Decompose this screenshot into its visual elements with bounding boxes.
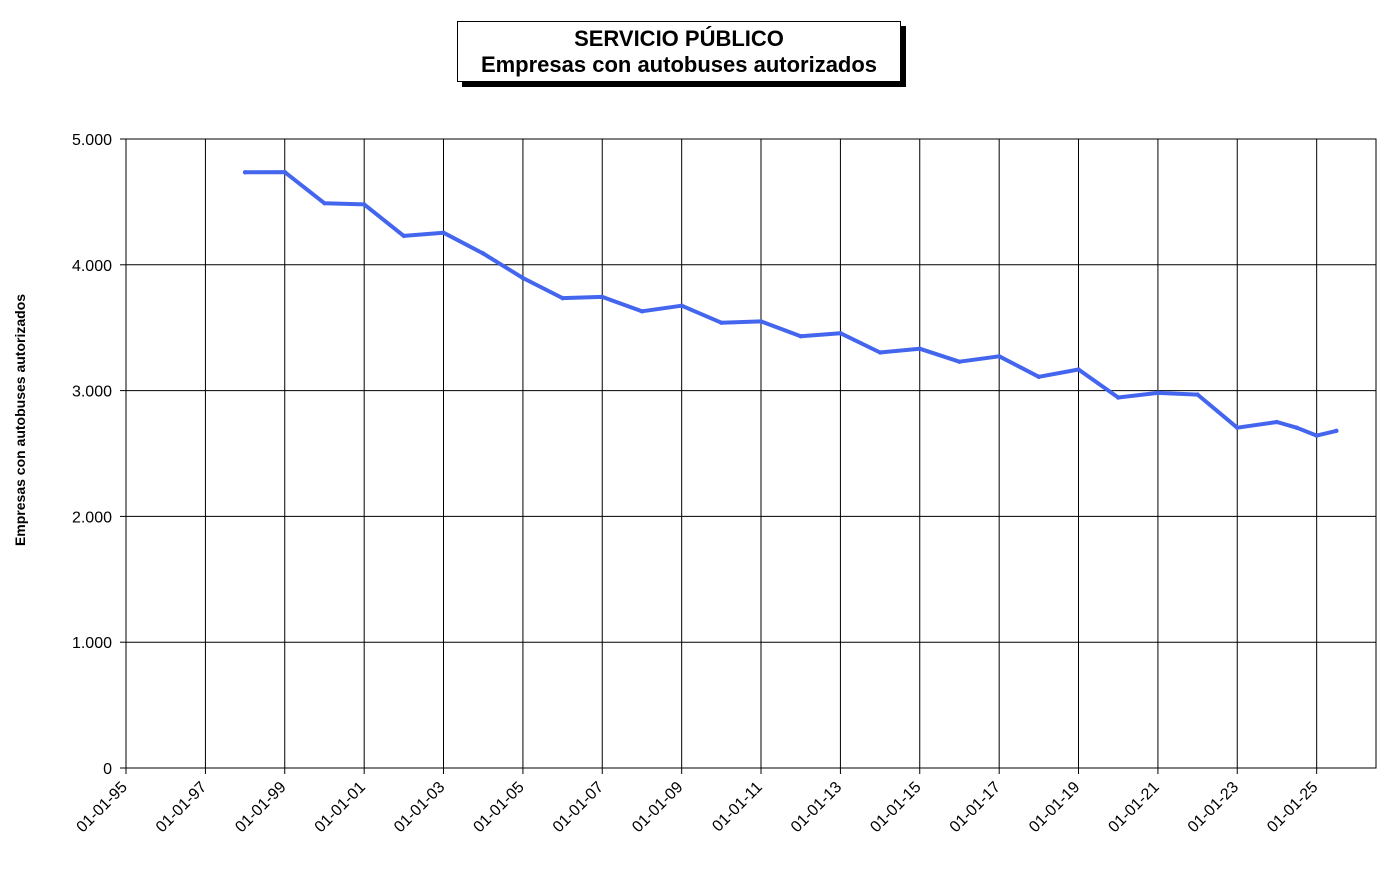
series-line — [243, 170, 1339, 438]
data-point — [957, 359, 962, 364]
x-tick-label: 01-01-05 — [470, 779, 527, 836]
data-point — [322, 200, 327, 206]
data-point — [441, 230, 446, 235]
data-point — [1294, 425, 1299, 430]
y-tick-label: 2.000 — [72, 509, 112, 526]
x-tick-label: 01-01-17 — [947, 779, 1004, 836]
data-point — [1195, 392, 1200, 397]
chart-subtitle: Empresas con autobuses autorizados — [480, 52, 878, 77]
data-point — [1076, 367, 1081, 372]
data-point — [600, 294, 605, 300]
x-tick-label: 01-01-23 — [1185, 779, 1242, 836]
data-point — [1036, 374, 1042, 379]
y-tick-labels: 0 1.000 2.000 3.000 4.000 5.000 — [72, 132, 112, 778]
data-point — [917, 346, 922, 351]
data-point — [679, 303, 684, 308]
data-point — [719, 320, 724, 325]
data-point — [996, 354, 1002, 359]
data-point — [560, 295, 565, 301]
y-tick-label: 5.000 — [72, 132, 112, 149]
y-tick-label: 1.000 — [72, 635, 112, 652]
data-point — [1334, 428, 1339, 434]
data-point — [639, 309, 645, 314]
data-point — [282, 169, 287, 175]
x-tick-label: 01-01-09 — [629, 779, 686, 836]
data-point — [520, 275, 526, 281]
data-point — [798, 334, 803, 339]
x-tick-label: 01-01-25 — [1264, 779, 1321, 836]
grid-lines — [125, 138, 1376, 769]
data-point — [1235, 425, 1240, 430]
chart-title-box: SERVICIO PÚBLICO Empresas con autobuses … — [457, 21, 901, 82]
x-tick-label: 01-01-13 — [788, 779, 845, 836]
data-point — [758, 319, 764, 324]
data-point — [1314, 433, 1319, 438]
x-tick-label: 01-01-11 — [709, 779, 766, 836]
x-tick-label: 01-01-19 — [1026, 779, 1083, 836]
data-point — [1155, 390, 1161, 396]
y-tick-label: 0 — [103, 761, 112, 778]
x-tick-label: 01-01-15 — [867, 779, 924, 836]
data-point — [1274, 419, 1280, 425]
data-point — [401, 233, 407, 239]
data-point — [1115, 395, 1121, 400]
x-tick-label: 01-01-99 — [232, 779, 289, 836]
data-point — [838, 331, 843, 336]
y-tick-label: 4.000 — [72, 258, 112, 275]
x-tick-label: 01-01-07 — [550, 779, 607, 836]
axes — [120, 138, 1377, 774]
data-point — [877, 350, 883, 355]
chart-title: SERVICIO PÚBLICO — [574, 26, 784, 51]
data-point — [242, 170, 248, 175]
data-point — [480, 251, 486, 256]
x-tick-label: 01-01-01 — [312, 779, 369, 836]
plot-area-border — [125, 138, 1377, 769]
x-tick-label: 01-01-95 — [74, 779, 131, 836]
data-point — [361, 202, 367, 207]
x-tick-label: 01-01-03 — [391, 779, 448, 836]
y-tick-label: 3.000 — [72, 384, 112, 401]
x-tick-labels: 01-01-95 01-01-97 01-01-99 01-01-01 01-01-03… — [74, 779, 1322, 836]
x-tick-label: 01-01-21 — [1105, 779, 1162, 836]
series-layer — [242, 169, 1339, 438]
x-tick-label: 01-01-97 — [153, 779, 210, 836]
